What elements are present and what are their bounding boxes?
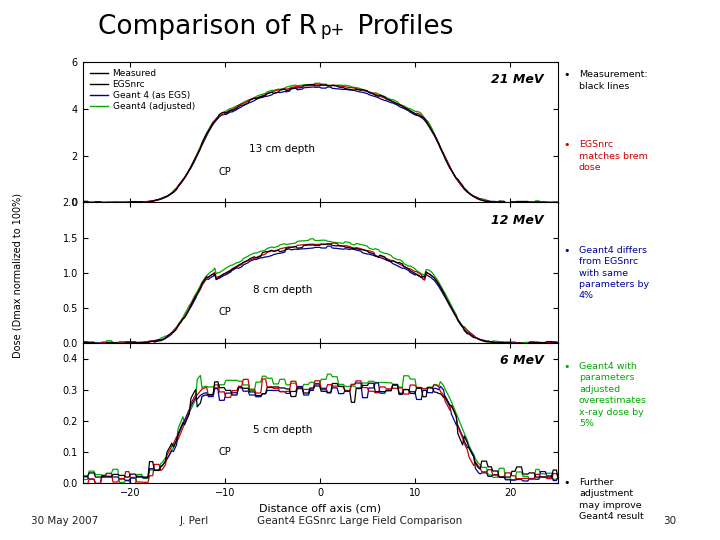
Text: Comparison of R: Comparison of R bbox=[98, 14, 317, 39]
Text: CP: CP bbox=[219, 448, 232, 457]
Text: •: • bbox=[563, 140, 570, 151]
Text: Geant4 EGSnrc Large Field Comparison: Geant4 EGSnrc Large Field Comparison bbox=[257, 516, 463, 526]
Text: J. Perl: J. Perl bbox=[180, 516, 209, 526]
Text: Measurement:
black lines: Measurement: black lines bbox=[579, 70, 647, 91]
Legend: Measured, EGSnrc, Geant 4 (as EGS), Geant4 (adjusted): Measured, EGSnrc, Geant 4 (as EGS), Gean… bbox=[87, 66, 197, 113]
Text: 6 MeV: 6 MeV bbox=[500, 354, 544, 367]
Text: •: • bbox=[563, 70, 570, 80]
Text: Dose (Dmax normalized to 100%): Dose (Dmax normalized to 100%) bbox=[13, 193, 23, 358]
Text: 8 cm depth: 8 cm depth bbox=[253, 285, 312, 294]
Text: Geant4 with
parameters
adjusted
overestimates
x-ray dose by
5%: Geant4 with parameters adjusted overesti… bbox=[579, 362, 647, 428]
Text: 30 May 2007: 30 May 2007 bbox=[31, 516, 99, 526]
Text: •: • bbox=[563, 478, 570, 488]
Text: Geant4 differs
from EGSnrc
with same
parameters by
4%: Geant4 differs from EGSnrc with same par… bbox=[579, 246, 649, 300]
Text: 21 MeV: 21 MeV bbox=[491, 73, 544, 86]
Text: Further
adjustment
may improve
Geant4 result: Further adjustment may improve Geant4 re… bbox=[579, 478, 644, 521]
Text: •: • bbox=[563, 362, 570, 372]
Text: •: • bbox=[563, 246, 570, 256]
Text: EGSnrc
matches brem
dose: EGSnrc matches brem dose bbox=[579, 140, 648, 172]
Text: 5 cm depth: 5 cm depth bbox=[253, 425, 312, 435]
Text: p+: p+ bbox=[320, 21, 345, 38]
Text: Profiles: Profiles bbox=[349, 14, 454, 39]
Text: CP: CP bbox=[219, 307, 232, 317]
Text: CP: CP bbox=[219, 167, 232, 177]
X-axis label: Distance off axis (cm): Distance off axis (cm) bbox=[259, 504, 382, 514]
Text: 13 cm depth: 13 cm depth bbox=[249, 144, 315, 154]
Text: 12 MeV: 12 MeV bbox=[491, 214, 544, 227]
Text: 30: 30 bbox=[663, 516, 676, 526]
